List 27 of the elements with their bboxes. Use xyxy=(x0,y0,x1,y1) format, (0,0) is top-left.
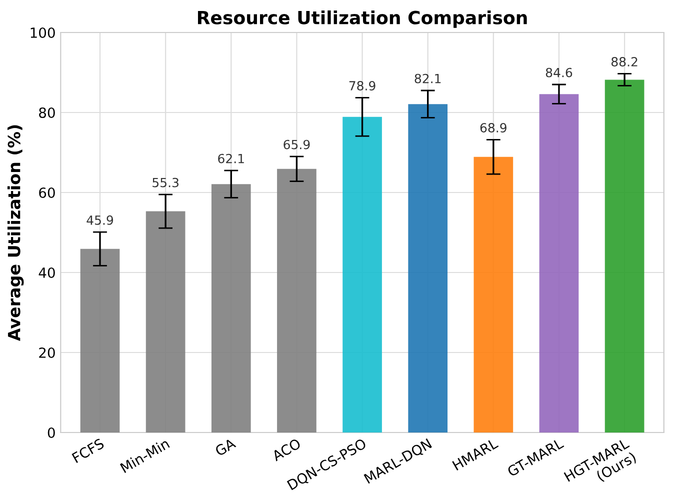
y-tick-label: 100 xyxy=(30,27,55,38)
x-tick-label: GA xyxy=(214,438,236,456)
data-label: 82.1 xyxy=(414,74,441,84)
bar xyxy=(474,156,514,432)
data-label: 78.9 xyxy=(349,81,376,90)
data-label: 62.1 xyxy=(218,154,244,164)
bar xyxy=(604,80,644,432)
bar xyxy=(342,116,382,432)
bar xyxy=(408,104,448,432)
y-tick-label: 0 xyxy=(48,427,55,438)
bar xyxy=(539,94,579,432)
y-tick-label: 20 xyxy=(39,347,55,358)
y-axis-title: Average Utilization (%) xyxy=(7,125,24,342)
data-label: 68.9 xyxy=(480,123,506,132)
data-label: 88.2 xyxy=(611,57,638,66)
bar xyxy=(146,211,186,432)
chart-title: Resource Utilization Comparison xyxy=(198,10,527,28)
y-tick-label: 80 xyxy=(39,107,55,118)
data-label: 65.9 xyxy=(284,140,310,150)
data-label: 55.3 xyxy=(152,178,178,188)
bar xyxy=(211,184,251,432)
bar xyxy=(80,248,120,432)
y-tick-label: 40 xyxy=(38,267,55,278)
y-tick-label: 60 xyxy=(39,187,55,198)
data-label: 45.9 xyxy=(86,215,114,225)
bar xyxy=(277,168,316,432)
data-label: 84.6 xyxy=(546,68,572,78)
